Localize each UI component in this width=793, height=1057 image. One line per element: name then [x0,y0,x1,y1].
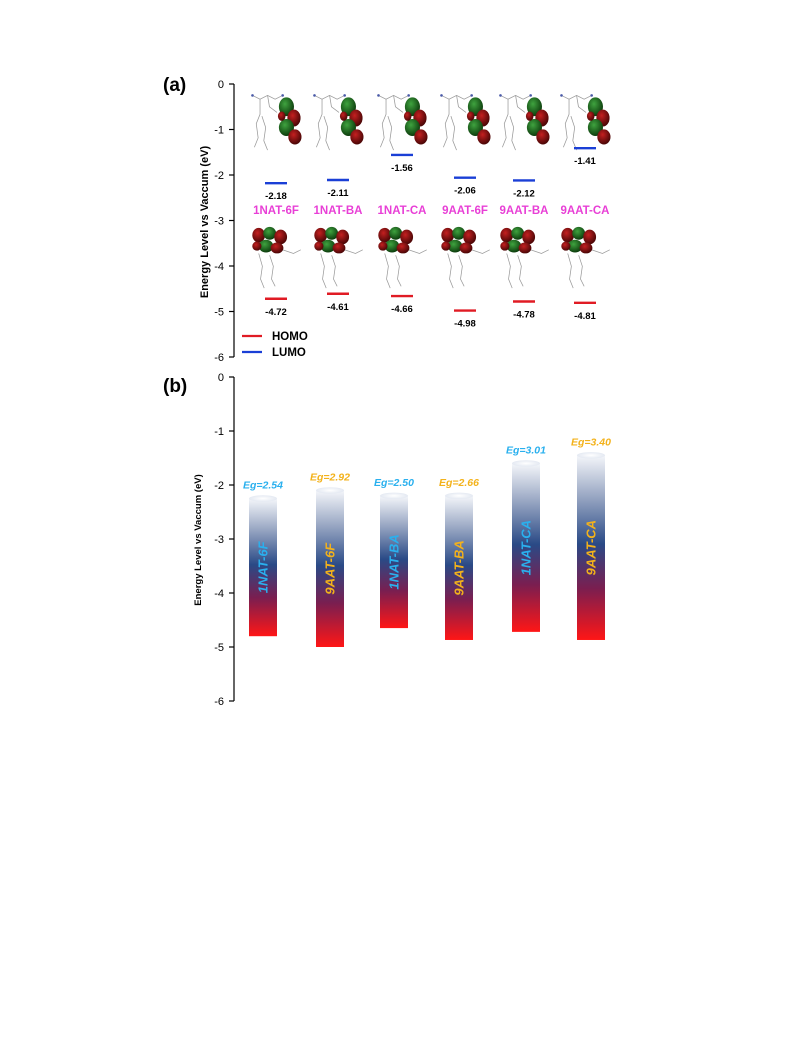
homo-orbital-image [499,226,550,289]
bar-molecule-name: 1NAT-BA [387,534,402,589]
homo-orbital-image [251,226,302,289]
homo-value-label: -4.78 [513,309,535,320]
lumo-orbital-image [498,93,550,151]
legend-lumo-label: LUMO [272,347,306,359]
energy-gap-bar [316,490,344,647]
y-tick-label: -6 [214,352,224,364]
y-tick-label: -1 [214,426,224,438]
bar-molecule-name: 1NAT-6F [256,540,271,593]
y-tick-label: -3 [214,216,224,228]
panel-b-label: (b) [163,376,187,397]
y-tick-label: -2 [214,170,224,182]
y-tick-label: -3 [214,534,224,546]
bar-molecule-name: 9AAT-BA [452,540,467,595]
y-tick-label: 0 [218,79,224,91]
molecule-name-label: 1NAT-6F [253,205,299,217]
homo-orbital-image [313,226,364,289]
y-tick-label: -4 [214,261,224,273]
energy-gap-bar [445,495,473,640]
homo-value-label: -4.61 [327,302,349,313]
bar-top-cap [249,495,277,502]
energy-gap-bar [249,498,277,637]
lumo-value-label: -2.06 [454,186,476,197]
panel-b-bars: Eg=2.54 1NAT-6F Eg=2.92 9AAT-6F Eg=2.50 1NAT-… [243,436,611,647]
panel-a-level-marks: -2.18 -2.11 -1.56 -2.06 -2.12 -1.41 -4.72 -4.61… [265,146,597,330]
panel-a-y-ticks: -6 -5 -4 -3 -2 -1 0 [214,79,234,364]
bar-top-cap [380,492,408,499]
panel-a-legend: HOMO LUMO [242,331,308,359]
bar-top-cap [445,492,473,499]
molecule-name-label: 9AAT-6F [442,205,488,217]
panel-a-molecule-names: 1NAT-6F 1NAT-BA 1NAT-CA 9AAT-6F 9AAT-BA 9AAT-… [253,205,609,217]
energy-gap-bar [512,463,540,632]
homo-value-label: -4.98 [454,319,476,330]
energy-gap-label: Eg=2.54 [243,480,283,492]
homo-value-label: -4.72 [265,307,287,318]
lumo-orbital-image [376,93,428,151]
molecule-name-label: 1NAT-BA [314,205,363,217]
y-tick-label: 0 [218,372,224,384]
panel-b-y-ticks: -6 -5 -4 -3 -2 -1 0 [214,372,234,708]
lumo-value-label: -2.12 [513,188,535,199]
molecule-name-label: 9AAT-CA [561,205,610,217]
legend-homo-label: HOMO [272,331,308,343]
homo-value-label: -4.81 [574,311,596,322]
molecule-name-label: 9AAT-BA [500,205,549,217]
lumo-value-label: -1.41 [574,156,596,167]
energy-gap-label: Eg=3.40 [571,436,611,448]
panel-a-orbital-images [250,93,611,289]
bar-top-cap [577,452,605,459]
homo-orbital-image [377,226,428,289]
lumo-value-label: -1.56 [391,163,413,174]
y-tick-label: -4 [214,588,224,600]
bar-top-cap [512,460,540,467]
bar-molecule-name: 1NAT-CA [519,520,534,575]
energy-gap-bar [380,495,408,629]
lumo-orbital-image [250,93,302,151]
lumo-orbital-image [312,93,364,151]
homo-orbital-image [440,226,491,289]
panel-a-y-axis-title: Energy Level vs Vaccum (eV) [199,146,211,299]
energy-gap-label: Eg=3.01 [506,444,546,456]
lumo-value-label: -2.11 [327,188,349,199]
bar-molecule-name: 9AAT-CA [584,520,599,575]
panel-a-label: (a) [163,75,186,96]
bar-top-cap [316,487,344,494]
y-tick-label: -6 [214,696,224,708]
energy-gap-label: Eg=2.66 [439,477,479,489]
panel-b-y-axis-title: Energy Level vs Vaccum (eV) [193,474,204,605]
lumo-orbital-image [559,93,611,151]
y-tick-label: -2 [214,480,224,492]
molecule-name-label: 1NAT-CA [378,205,427,217]
y-tick-label: -1 [214,125,224,137]
bar-molecule-name: 9AAT-6F [323,542,338,595]
energy-gap-bar [577,455,605,640]
energy-gap-label: Eg=2.92 [310,471,350,483]
homo-orbital-image [560,226,611,289]
homo-value-label: -4.66 [391,304,413,315]
y-tick-label: -5 [214,307,224,319]
y-tick-label: -5 [214,642,224,654]
energy-gap-label: Eg=2.50 [374,477,414,489]
lumo-value-label: -2.18 [265,191,287,202]
lumo-orbital-image [439,93,491,151]
